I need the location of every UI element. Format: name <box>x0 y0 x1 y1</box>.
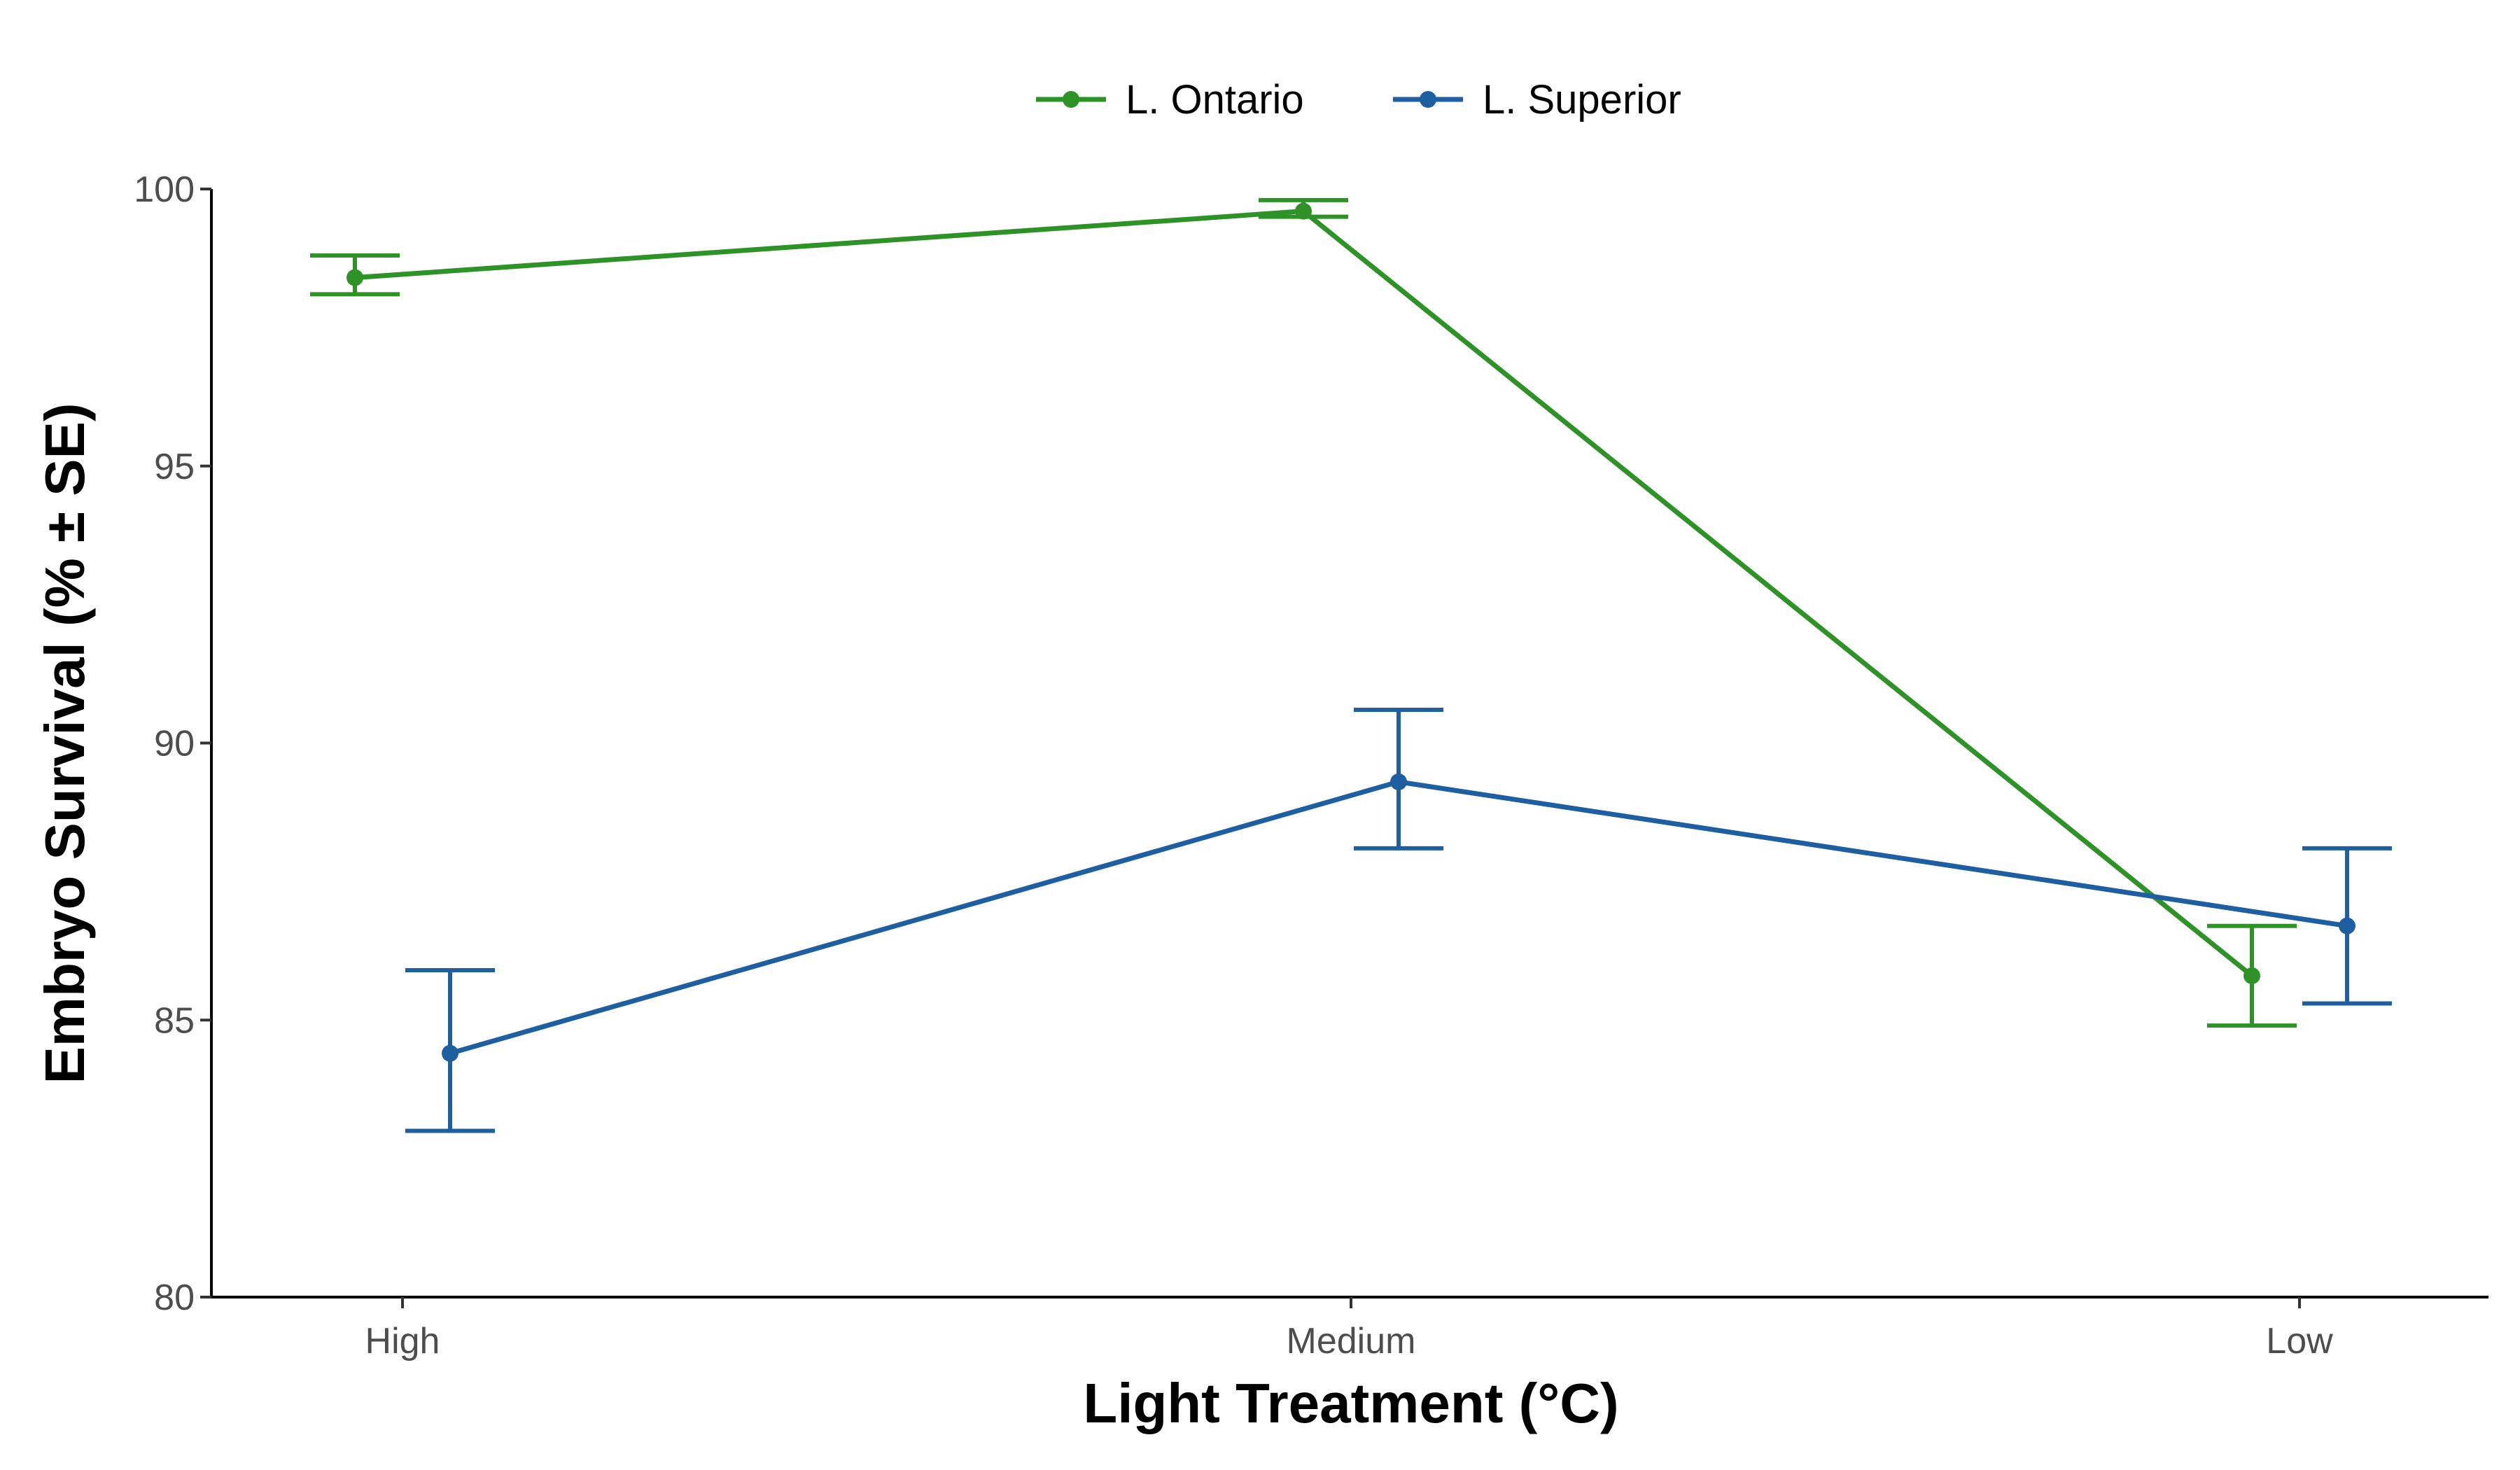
legend-marker <box>1063 91 1079 108</box>
data-point <box>1295 202 1312 220</box>
legend-item: L. Superior <box>1393 77 1681 122</box>
x-tick-label: Medium <box>1287 1321 1416 1362</box>
series-l-superior <box>405 708 2392 1133</box>
y-ticks: 80 85 90 95 100 <box>134 169 211 1318</box>
x-axis-title: Light Treatment (°C) <box>1083 1372 1618 1434</box>
series-l-ontario <box>310 197 2297 1028</box>
plot-area <box>310 197 2392 1133</box>
y-axis-title: Embryo Survival (% ± SE) <box>34 402 96 1084</box>
data-point <box>1390 773 1407 790</box>
y-tick-label: 95 <box>154 447 195 487</box>
x-tick-label: High <box>365 1321 440 1362</box>
data-point <box>2339 917 2356 934</box>
y-tick-label: 85 <box>154 1000 195 1041</box>
axes <box>210 189 2488 1298</box>
x-ticks: High Medium Low <box>365 1297 2333 1362</box>
y-tick-label: 90 <box>154 724 195 764</box>
legend-label: L. Superior <box>1483 77 1681 122</box>
legend: L. Ontario L. Superior <box>1036 77 1681 122</box>
x-tick-label: Low <box>2266 1321 2333 1362</box>
legend-label: L. Ontario <box>1126 77 1304 122</box>
legend-marker <box>1420 91 1436 108</box>
data-point <box>2244 967 2260 984</box>
data-point <box>442 1044 458 1062</box>
series-line <box>354 209 2254 978</box>
legend-item: L. Ontario <box>1036 77 1304 122</box>
y-tick-label: 80 <box>154 1278 195 1318</box>
y-tick-label: 100 <box>134 169 195 210</box>
data-point <box>346 269 363 286</box>
